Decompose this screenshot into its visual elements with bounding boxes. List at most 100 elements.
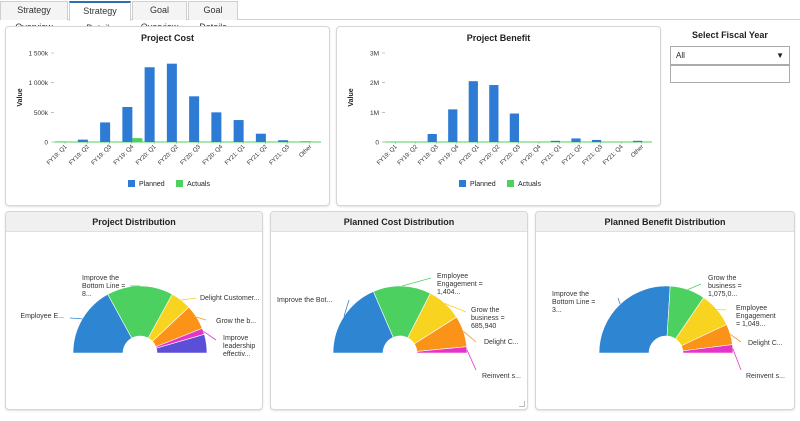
legend-swatch-planned — [459, 180, 466, 187]
pie-leader-line — [181, 297, 197, 301]
pie-slice-label: Delight C... — [484, 339, 519, 346]
pie-slice-label: Reinvent s... — [482, 373, 521, 380]
tab-strategy-overview[interactable]: Strategy Overview — [0, 1, 68, 32]
bar-planned — [233, 120, 244, 142]
bar-actuals — [132, 138, 143, 142]
tab-bar: Strategy Overview Strategy Details Goal … — [0, 0, 800, 33]
x-tick-label: FY19: Q3 — [91, 144, 114, 167]
bar-planned — [427, 133, 437, 142]
bar-planned — [122, 106, 133, 142]
bar-planned — [448, 109, 458, 142]
x-tick-label: Other — [298, 144, 313, 159]
bar-planned — [509, 113, 519, 142]
pie-slice — [107, 285, 173, 339]
bar-planned — [189, 96, 200, 142]
y-tick-label: 0 — [375, 140, 379, 147]
y-axis-label: Value — [17, 88, 24, 106]
fiscal-year-list[interactable] — [670, 65, 790, 83]
fiscal-year-title: Select Fiscal Year — [692, 30, 768, 40]
pie-slice-label: Delight C... — [748, 340, 783, 347]
x-tick-label: FY21: Q3 — [269, 144, 292, 167]
bar-planned — [144, 67, 155, 142]
y-tick-label: 1 000k — [28, 80, 48, 87]
pie-leader-line — [687, 283, 702, 290]
planned-benefit-distribution-chart: Improve the Bottom Line = 3... Grow the busi… — [552, 275, 785, 380]
pie-leader-line — [343, 299, 350, 317]
tab-goal-overview[interactable]: Goal Overview — [132, 1, 187, 32]
pie-slice-label: Employee E... — [20, 313, 64, 320]
pie-leader-line — [69, 317, 83, 320]
pie-leader-line — [730, 333, 742, 343]
x-tick-label: FY21: Q1 — [541, 144, 564, 167]
bar-planned — [571, 138, 581, 142]
pie-leader-line — [196, 316, 207, 321]
pie-leader-line — [732, 348, 742, 371]
pie-slice — [598, 285, 671, 354]
project-benefit-panel: Project Benefit 0 1M 2M 3M Value FY19: Q1 FY19… — [336, 26, 661, 206]
planned-cost-distribution-panel: Planned Cost Distribution Improve the Bo… — [270, 211, 528, 410]
pie-leader-line — [401, 277, 432, 287]
bar-planned — [300, 141, 311, 142]
pie-slice-label: Grow the business = 1,075,0... — [708, 275, 742, 298]
pie-slice — [682, 344, 734, 354]
x-tick-label: FY20: Q3 — [180, 144, 203, 167]
planned-benefit-distribution-panel: Planned Benefit Distribution Improve the… — [535, 211, 795, 410]
panel-header — [536, 212, 794, 232]
bar-planned — [100, 122, 111, 142]
legend-swatch-actuals — [507, 180, 514, 187]
panel-header — [6, 212, 262, 232]
pie-leader-line — [203, 330, 217, 341]
pie-leader-line — [463, 330, 477, 343]
pie-leader-line — [466, 349, 477, 371]
legend-label-planned: Planned — [139, 181, 165, 188]
pie-slice-label: Improve leadership effectiv... — [223, 335, 255, 358]
x-tick-label: FY20: Q3 — [500, 144, 523, 167]
bar-planned — [211, 112, 222, 142]
x-tick-label: Other — [630, 144, 645, 159]
legend-swatch-actuals — [176, 180, 183, 187]
x-tick-label: FY21: Q1 — [224, 144, 247, 167]
project-cost-title: Project Cost — [140, 33, 194, 43]
x-tick-label: FY20: Q1 — [458, 144, 481, 167]
pie-slice — [72, 293, 133, 354]
planned-cost-distribution-chart: Improve the Bot... Employee Engagement = 1,… — [277, 273, 521, 380]
y-tick-label: 1 500k — [28, 51, 48, 58]
pie-leader-line — [617, 297, 621, 305]
legend-label-actuals: Actuals — [518, 181, 541, 188]
fiscal-year-select[interactable]: All ▼ — [670, 46, 790, 65]
y-axis-label: Value — [348, 88, 355, 106]
x-tick-label: FY19: Q2 — [68, 144, 91, 167]
pie-slice-label: Delight Customer... — [200, 295, 260, 302]
pie-slice-label: Improve the Bottom Line = 3... — [552, 291, 595, 314]
x-tick-label: FY19: Q1 — [46, 144, 69, 167]
tab-goal-details[interactable]: Goal Details — [188, 1, 238, 32]
x-tick-label: FY19: Q4 — [438, 144, 461, 167]
pie-leader-line — [716, 309, 727, 311]
planned-benefit-distribution-title: Planned Benefit Distribution — [604, 217, 726, 227]
x-tick-label: FY20: Q2 — [479, 144, 502, 167]
pie-slice-label: Employee Engagement = 1,404... — [437, 273, 483, 296]
y-tick-label: 0 — [44, 140, 48, 147]
bar-planned — [550, 140, 561, 142]
project-benefit-title: Project Benefit — [466, 33, 531, 43]
y-tick-label: 3M — [370, 51, 379, 58]
tab-strategy-details[interactable]: Strategy Details — [69, 1, 131, 33]
bar-planned — [591, 139, 602, 142]
pie-slice-label: Grow the business = 685,940 — [471, 307, 505, 330]
y-tick-label: 1M — [370, 110, 379, 117]
project-distribution-chart: Employee E... Improve the Bottom Line = 8..… — [20, 275, 260, 358]
y-tick-label: 500k — [34, 110, 49, 117]
pie-slice — [155, 333, 208, 354]
project-cost-panel: Project Cost 0 500k 1 000k 1 500k Value FY19:… — [5, 26, 330, 206]
resize-grip-icon[interactable] — [519, 401, 525, 407]
pie-slice-label: Grow the b... — [216, 318, 256, 325]
x-tick-label: FY21: Q3 — [582, 144, 605, 167]
triangle-down-icon[interactable]: ▼ — [776, 51, 784, 60]
project-distribution-panel: Project Distribution Employee E... Improv… — [5, 211, 263, 410]
x-tick-label: FY19: Q1 — [376, 144, 399, 167]
x-tick-label: FY20: Q1 — [135, 144, 158, 167]
project-distribution-title: Project Distribution — [92, 217, 176, 227]
x-tick-label: FY21: Q2 — [246, 144, 269, 167]
